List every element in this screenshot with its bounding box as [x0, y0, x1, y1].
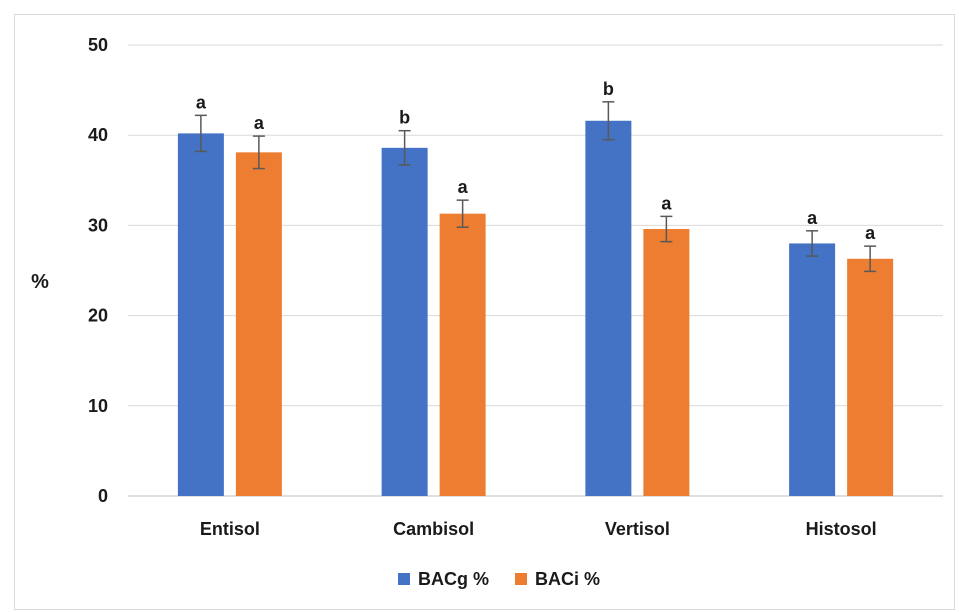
bars: a a b a b a a a — [177, 79, 894, 496]
y-tick-label: 30 — [88, 215, 108, 235]
legend: BACg % BACi % — [398, 569, 600, 589]
bar-baci — [439, 213, 486, 496]
significance-letter: a — [458, 177, 469, 197]
significance-letter: b — [399, 108, 410, 128]
bar-bacg — [585, 120, 632, 496]
significance-letter: a — [661, 193, 672, 213]
significance-letter: b — [603, 79, 614, 99]
y-axis-label: % — [31, 271, 49, 293]
category-label: Histosol — [806, 519, 877, 539]
category-label: Cambisol — [393, 519, 474, 539]
y-tick-label: 0 — [98, 486, 108, 506]
y-tick-label: 20 — [88, 306, 108, 326]
legend-swatch — [398, 573, 410, 585]
significance-letter: a — [865, 223, 876, 243]
y-axis-tick-labels: 0 10 20 30 40 50 — [88, 35, 108, 506]
y-tick-label: 10 — [88, 396, 108, 416]
significance-letter: a — [196, 92, 207, 112]
category-label: Vertisol — [605, 519, 670, 539]
x-axis-category-labels: Entisol Cambisol Vertisol Histosol — [200, 519, 877, 539]
bar-bacg — [381, 147, 428, 496]
legend-label: BACi % — [535, 569, 600, 589]
category-label: Entisol — [200, 519, 260, 539]
y-tick-label: 50 — [88, 35, 108, 55]
bar-bacg — [177, 133, 224, 496]
bar-baci — [235, 152, 282, 496]
y-tick-label: 40 — [88, 125, 108, 145]
bar-bacg — [789, 243, 836, 496]
bar-baci — [847, 258, 894, 496]
significance-letter: a — [254, 113, 265, 133]
legend-label: BACg % — [418, 569, 489, 589]
bar-baci — [643, 229, 690, 496]
significance-letter: a — [807, 208, 818, 228]
legend-swatch — [515, 573, 527, 585]
